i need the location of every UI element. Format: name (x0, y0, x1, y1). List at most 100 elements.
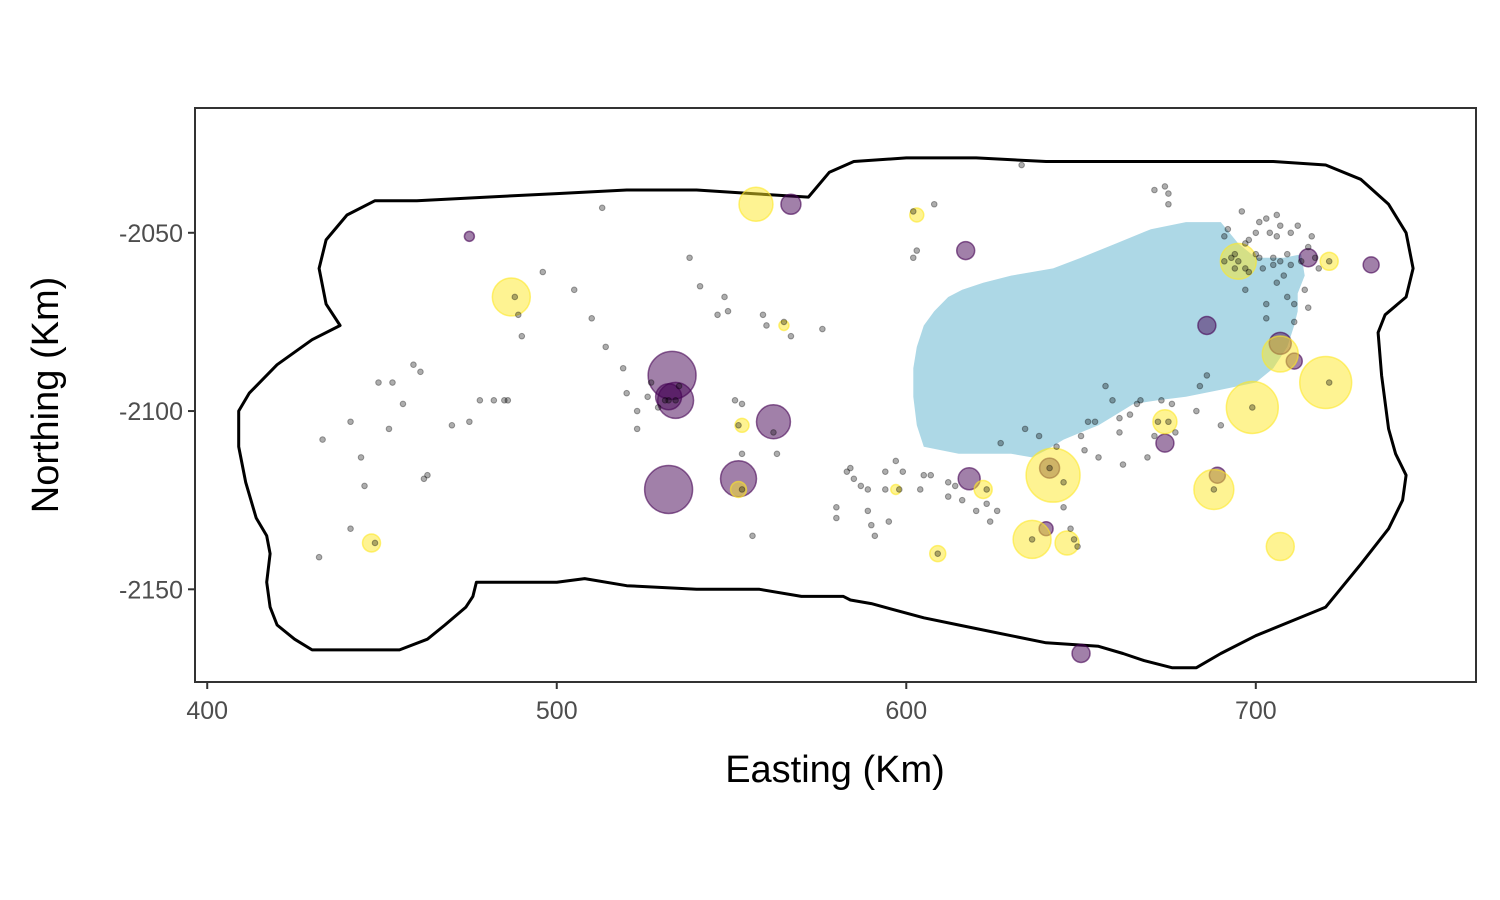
small-point (1262, 215, 1270, 222)
purple-circle (1197, 315, 1217, 336)
purple-circle (955, 240, 976, 261)
small-point (466, 418, 473, 426)
small-point (1269, 261, 1277, 269)
small-point (1235, 258, 1242, 265)
small-point (1217, 422, 1225, 429)
yellow-circle (738, 186, 774, 222)
small-point (1196, 382, 1204, 390)
small-point (1119, 461, 1127, 468)
small-point (759, 311, 767, 319)
yellow-circle (734, 417, 750, 434)
small-point (1018, 161, 1025, 169)
small-point (1276, 222, 1284, 229)
small-point (315, 553, 323, 561)
small-point (1273, 279, 1281, 286)
x-axis-title: Easting (Km) (725, 749, 945, 791)
yellow-circle (1261, 335, 1299, 373)
yellow-circle (1054, 530, 1080, 556)
small-point (1074, 543, 1081, 550)
small-point (1294, 222, 1302, 229)
y-tick-label: -2150 (119, 576, 183, 604)
small-point (696, 282, 704, 290)
small-point (1304, 243, 1312, 251)
x-tick-label: 600 (885, 697, 927, 725)
purple-circle (957, 467, 981, 491)
small-point (934, 550, 942, 557)
x-tick-label: 700 (1235, 697, 1277, 725)
small-point (1283, 250, 1291, 258)
small-point (1245, 268, 1253, 276)
small-point (787, 332, 795, 340)
yellow-circle (491, 277, 532, 317)
small-point (1151, 432, 1158, 440)
small-point (1273, 233, 1281, 240)
small-point (1255, 254, 1263, 262)
small-point (1242, 265, 1249, 272)
small-point (1325, 379, 1333, 386)
small-point (1290, 300, 1298, 308)
lake-shape (913, 222, 1305, 458)
small-point (735, 422, 742, 429)
axes: 400 500 600 700 -2050 -2100 -2150 (119, 220, 1277, 725)
purple-circle (463, 230, 476, 243)
small-point (1308, 233, 1316, 240)
small-point (686, 254, 693, 262)
small-point (1070, 536, 1078, 543)
small-point (927, 471, 935, 479)
small-point (1081, 446, 1088, 454)
small-point (357, 454, 365, 461)
x-tick-label: 400 (186, 697, 228, 725)
yellow-circle (1319, 251, 1339, 272)
small-point (1221, 258, 1228, 265)
small-point (1242, 286, 1249, 294)
small-point (515, 311, 522, 319)
small-point (857, 482, 865, 490)
yellow-circle (890, 483, 902, 496)
small-point (417, 368, 424, 376)
small-point (724, 307, 732, 315)
yellow-circle (1025, 447, 1081, 503)
small-point (1266, 229, 1274, 237)
small-point (1301, 286, 1309, 294)
small-point (951, 482, 959, 490)
small-point (1165, 200, 1172, 208)
small-point (319, 436, 326, 443)
small-point (1287, 229, 1295, 237)
small-point (909, 254, 917, 262)
small-point (602, 343, 609, 351)
small-point (1154, 418, 1162, 426)
small-point (1203, 372, 1211, 379)
small-point (633, 425, 641, 433)
small-point (1287, 261, 1295, 269)
yellow-circle (361, 533, 382, 553)
small-point (1252, 229, 1260, 237)
small-point (588, 315, 596, 322)
small-point (619, 364, 627, 372)
purple-circle (755, 404, 792, 440)
small-point (909, 208, 917, 215)
small-point (892, 457, 900, 465)
study-area-boundary (237, 156, 1415, 670)
small-point (738, 486, 746, 493)
small-point (916, 486, 924, 493)
small-point (1137, 397, 1144, 404)
small-point (885, 518, 893, 525)
small-point (847, 464, 854, 472)
small-point (1060, 504, 1067, 511)
small-point (944, 493, 952, 500)
small-point (654, 404, 662, 411)
small-point (738, 400, 746, 408)
yellow-circle (1265, 531, 1295, 562)
small-point (1151, 186, 1158, 194)
small-point (850, 475, 858, 483)
small-point (749, 532, 756, 540)
small-point (424, 471, 431, 479)
small-point (770, 429, 777, 436)
small-point (1165, 418, 1172, 426)
small-point (598, 204, 606, 212)
small-point (913, 247, 921, 254)
small-point (647, 379, 655, 386)
small-point (773, 450, 781, 458)
small-point (1262, 315, 1270, 322)
small-point (361, 482, 368, 490)
